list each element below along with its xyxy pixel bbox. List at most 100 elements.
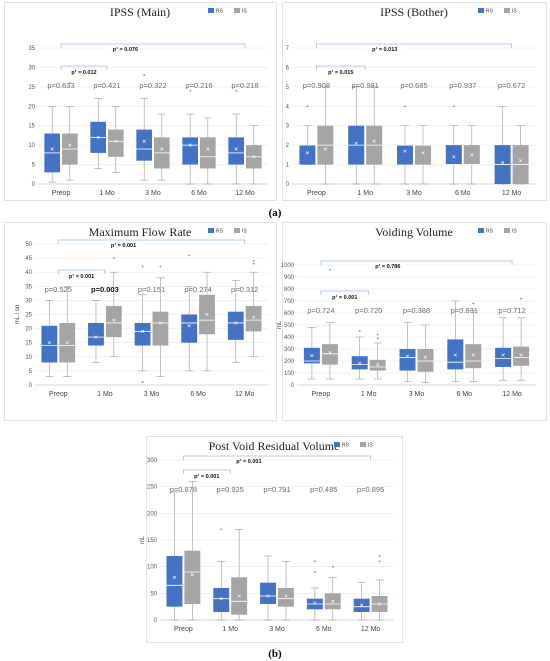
box-is-4 xyxy=(512,125,529,185)
p-value-label: p=0.274 xyxy=(184,285,211,294)
y-tick-label: 10 xyxy=(25,355,32,361)
mean-marker xyxy=(500,161,505,165)
significance-bracket-0: p¹ = 0.015 xyxy=(316,65,366,76)
legend-label-rs: RS xyxy=(486,229,494,235)
p-value-label: p=0.831 xyxy=(451,306,478,315)
chart-title: IPSS (Main) xyxy=(110,5,170,19)
p-value-label: p=0.151 xyxy=(138,285,165,294)
mean-marker xyxy=(358,361,362,366)
y-tick-label: 0 xyxy=(286,182,290,188)
box-body xyxy=(181,314,198,343)
x-tick-label: 6 Mo xyxy=(191,190,207,197)
box-body xyxy=(299,145,316,165)
mean-marker xyxy=(518,159,523,163)
box-rs-2 xyxy=(397,105,413,185)
box-is-3 xyxy=(463,125,480,185)
chart-panel-1: IPSS (Bother) RS IS 0 1 2 3 4 5 6 7 Preop 1 Mo 3 Mo 6 … xyxy=(282,2,547,201)
significance-bracket-1: p¹ = 0.013 xyxy=(316,43,512,53)
mean-marker xyxy=(266,594,270,598)
y-tick-label: 45 xyxy=(25,256,32,262)
box-rs-4 xyxy=(494,105,511,185)
outlier-point xyxy=(112,257,115,259)
box-rs-0 xyxy=(41,300,58,377)
outlier-point xyxy=(376,337,379,340)
significance-bracket-1: p¹ = 0.786 xyxy=(320,260,513,270)
y-tick-label: 0 xyxy=(32,182,36,188)
chart-title: IPSS (Bother) xyxy=(380,5,448,19)
mean-marker xyxy=(405,354,410,358)
significance-bracket-0: p¹ = 0.001 xyxy=(320,290,370,301)
legend-swatch-rs xyxy=(478,228,484,233)
mean-marker xyxy=(205,312,209,317)
y-tick-label: 300 xyxy=(147,458,158,464)
p-value-label: p=0.895 xyxy=(357,485,384,494)
outlier-point xyxy=(159,265,162,268)
box-body xyxy=(321,344,338,365)
chart-panel-2: Maximum Flow Rate RS IS 0 5 10 15 20 25 30 35 40 45 5… xyxy=(4,222,277,421)
outlier-point xyxy=(141,265,144,268)
y-tick-label: 6 xyxy=(286,65,290,71)
bracket-line xyxy=(57,269,106,274)
p-value-label: p=0.388 xyxy=(403,306,430,315)
mean-marker xyxy=(158,321,163,325)
y-tick-label: 1 xyxy=(286,163,290,169)
box-is-0 xyxy=(59,285,76,377)
box-is-3 xyxy=(200,117,216,185)
panel-frame xyxy=(4,2,277,201)
box-is-2 xyxy=(152,265,169,377)
y-tick-label: 0 xyxy=(29,383,33,389)
y-tick-label: 400 xyxy=(284,335,295,341)
outlier-point xyxy=(313,560,316,563)
outlier-point xyxy=(252,262,255,265)
outlier-point xyxy=(404,105,406,108)
legend-label-rs: RS xyxy=(216,9,224,15)
mean-marker xyxy=(94,335,98,339)
box-body xyxy=(182,137,198,165)
y-tick-label: 15 xyxy=(28,124,35,130)
box-rs-4 xyxy=(228,89,244,185)
y-tick-label: 10 xyxy=(28,143,35,149)
x-tick-label: 12 Mo xyxy=(235,190,255,197)
x-tick-label: 6 Mo xyxy=(316,626,332,633)
x-tick-label: 1 Mo xyxy=(222,626,238,633)
p-value-label: p=0.908 xyxy=(303,81,330,90)
x-tick-label: 3 Mo xyxy=(145,190,161,197)
mean-marker xyxy=(219,597,223,601)
box-body xyxy=(200,137,216,169)
bracket-label: p¹ = 0.013 xyxy=(372,46,397,53)
outlier-point xyxy=(306,105,309,108)
box-body xyxy=(227,311,244,340)
bracket-line xyxy=(316,65,366,70)
significance-bracket-0: p¹ = 0.012 xyxy=(60,65,108,76)
y-tick-label: 25 xyxy=(25,313,32,319)
y-tick-label: 20 xyxy=(28,104,35,110)
box-rs-3 xyxy=(445,105,462,185)
bracket-label-bg xyxy=(230,457,268,465)
x-tick-label: Preop xyxy=(312,391,331,398)
y-axis-label: mL xyxy=(140,535,146,544)
outlier-point xyxy=(331,565,334,568)
outlier-point xyxy=(472,302,475,305)
p-value-label: p=0.720 xyxy=(355,306,382,315)
outlier-point xyxy=(143,74,146,77)
p-value-label: p=0.485 xyxy=(310,485,337,494)
box-body xyxy=(152,311,169,346)
mean-marker xyxy=(172,575,177,579)
chart-title: Voiding Volume xyxy=(375,225,453,239)
p-value-label: p=0.878 xyxy=(170,485,197,494)
box-body xyxy=(166,556,183,607)
box-is-1 xyxy=(105,257,122,358)
box-body xyxy=(399,349,416,371)
panel-frame xyxy=(282,2,547,201)
box-body xyxy=(260,582,276,604)
y-tick-label: 30 xyxy=(28,65,35,71)
mean-marker xyxy=(142,139,146,143)
mean-marker xyxy=(234,147,238,151)
y-tick-label: 5 xyxy=(286,85,290,91)
figure-label-a: (a) xyxy=(269,207,282,219)
box-is-1 xyxy=(366,86,383,185)
box-is-4 xyxy=(246,125,262,185)
bracket-label-bg xyxy=(188,472,226,480)
